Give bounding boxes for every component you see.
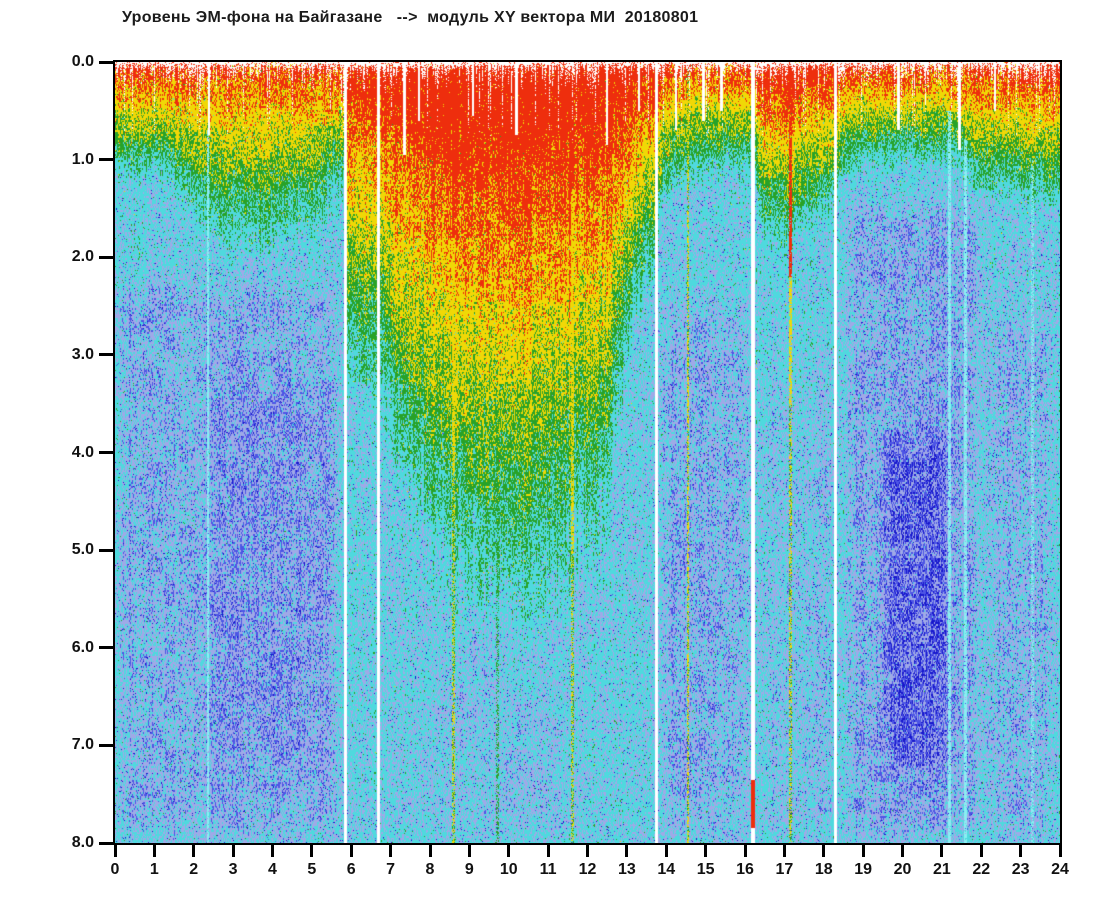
x-axis-tick-mark bbox=[625, 845, 629, 857]
y-axis-tick-label: 6.0 bbox=[71, 638, 94, 656]
y-axis-tick-mark bbox=[99, 646, 113, 650]
x-axis-tick-label: 11 bbox=[539, 861, 557, 878]
x-axis-tick-mark bbox=[192, 845, 196, 857]
y-axis-tick-label: 7.0 bbox=[71, 736, 94, 754]
y-axis-tick-label: 2.0 bbox=[71, 248, 94, 266]
x-axis-tick-label: 19 bbox=[854, 861, 873, 878]
x-axis-tick-mark bbox=[979, 845, 983, 857]
y-axis-tick-label: 3.0 bbox=[71, 345, 94, 363]
x-axis-tick-mark bbox=[428, 845, 432, 857]
x-axis-tick-label: 6 bbox=[346, 861, 356, 878]
x-axis-tick-label: 22 bbox=[972, 861, 991, 878]
x-axis-tick-label: 20 bbox=[893, 861, 912, 878]
chart-title: Уровень ЭМ-фона на Байгазане --> модуль … bbox=[122, 9, 699, 26]
y-axis-tick-label: 5.0 bbox=[71, 541, 94, 559]
x-axis-tick-label: 17 bbox=[775, 861, 794, 878]
y-axis-tick-mark bbox=[99, 255, 113, 259]
x-axis-tick-label: 9 bbox=[464, 861, 474, 878]
y-axis-tick-mark bbox=[99, 451, 113, 454]
x-axis-tick-label: 2 bbox=[189, 861, 199, 878]
x-axis-tick-mark bbox=[389, 845, 393, 857]
x-axis-tick-mark bbox=[546, 845, 550, 857]
spectrogram-canvas bbox=[115, 62, 1060, 843]
x-axis-tick-label: 12 bbox=[578, 861, 597, 878]
x-axis-tick-label: 4 bbox=[268, 861, 277, 878]
x-axis-tick-mark bbox=[231, 845, 235, 857]
x-axis-tick-mark bbox=[310, 845, 314, 857]
x-axis-tick-label: 3 bbox=[228, 861, 238, 878]
x-axis-tick-mark bbox=[861, 845, 865, 857]
y-axis-tick-label: 1.0 bbox=[71, 150, 94, 168]
x-axis-tick-mark bbox=[901, 845, 904, 857]
x-axis-tick-label: 7 bbox=[386, 861, 396, 878]
x-axis-tick-label: 8 bbox=[425, 861, 435, 878]
x-axis-tick-mark bbox=[467, 845, 471, 857]
x-axis-tick-label: 24 bbox=[1051, 861, 1069, 878]
y-axis-tick-label: 4.0 bbox=[71, 443, 94, 461]
x-axis-tick-label: 16 bbox=[736, 861, 754, 878]
y-axis-tick-mark bbox=[99, 158, 113, 162]
y-axis-tick-mark bbox=[99, 841, 113, 845]
y-axis-tick-label: 8.0 bbox=[71, 834, 94, 851]
x-axis-tick-label: 18 bbox=[814, 861, 833, 878]
x-axis-tick-label: 1 bbox=[149, 861, 159, 878]
x-axis-tick-mark bbox=[822, 845, 826, 857]
x-axis-tick-mark bbox=[704, 845, 708, 857]
x-axis-tick-mark bbox=[586, 845, 589, 857]
x-axis-tick-mark bbox=[1019, 845, 1023, 857]
y-axis-tick-mark bbox=[99, 548, 113, 552]
x-axis-tick-mark bbox=[1058, 845, 1062, 857]
x-axis-tick-mark bbox=[271, 845, 274, 857]
x-axis-tick-label: 14 bbox=[657, 861, 676, 878]
y-axis-tick-mark bbox=[99, 60, 113, 64]
x-axis-tick-mark bbox=[940, 845, 944, 857]
x-axis-tick-label: 23 bbox=[1011, 861, 1030, 878]
x-axis-tick-mark bbox=[782, 845, 786, 857]
x-axis-tick-label: 10 bbox=[499, 861, 518, 878]
x-axis-tick-mark bbox=[349, 845, 353, 857]
x-axis-tick-label: 15 bbox=[696, 861, 715, 878]
x-axis-tick-label: 0 bbox=[110, 861, 120, 878]
x-axis-tick-mark bbox=[152, 845, 156, 857]
plot-frame bbox=[113, 60, 1062, 845]
x-axis-tick-mark bbox=[113, 845, 117, 857]
y-axis-tick-mark bbox=[99, 743, 113, 747]
y-axis-tick-label: 0.0 bbox=[71, 53, 94, 70]
x-axis-tick-label: 13 bbox=[617, 861, 636, 878]
x-axis-tick-label: 21 bbox=[932, 861, 951, 878]
y-axis-tick-mark bbox=[99, 353, 113, 357]
x-axis-tick-mark bbox=[664, 845, 668, 857]
x-axis-tick-label: 5 bbox=[307, 861, 317, 878]
x-axis-tick-mark bbox=[743, 845, 747, 857]
x-axis-tick-mark bbox=[507, 845, 511, 857]
